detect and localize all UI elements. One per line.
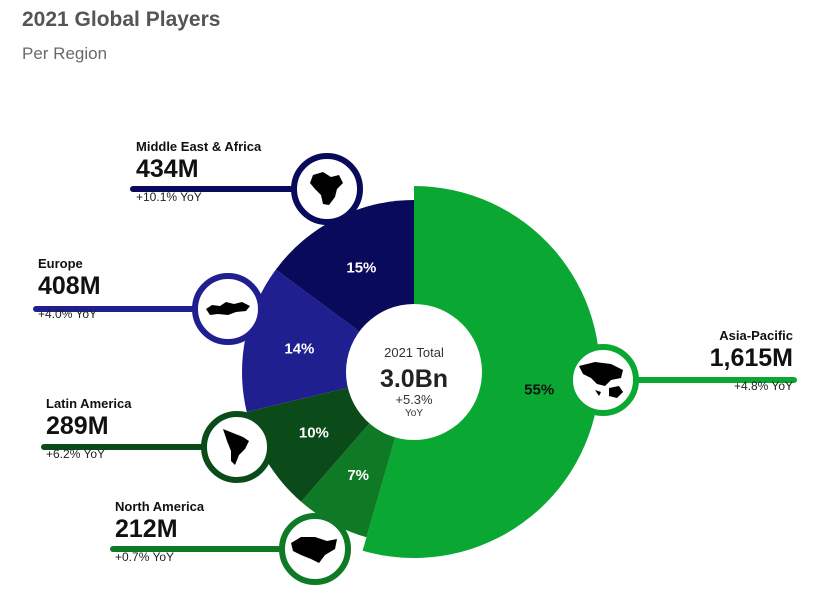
slice-label-middle-east-africa: 15% — [346, 260, 376, 277]
region-name: North America — [115, 499, 205, 514]
europe-map-icon — [192, 273, 264, 345]
region-name: Latin America — [46, 396, 132, 411]
region-label-middle-east-africa: Middle East & Africa 434M +10.1% YoY — [136, 139, 261, 204]
slice-label-asia-pacific: 55% — [524, 382, 554, 399]
region-label-asia-pacific: Asia-Pacific 1,615M +4.8% YoY — [710, 328, 793, 393]
region-yoy: +10.1% YoY — [136, 190, 202, 204]
center-growth-unit: YoY — [405, 408, 423, 419]
region-players: 1,615M — [709, 344, 793, 372]
region-yoy: +0.7% YoY — [115, 550, 175, 564]
slice-label-north-america: 7% — [347, 467, 369, 484]
north-america-map-icon — [279, 513, 351, 585]
slice-label-europe: 14% — [284, 341, 314, 358]
middle-east-africa-map-icon — [291, 153, 363, 225]
region-label-latin-america: Latin America 289M +6.2% YoY — [46, 396, 132, 461]
region-name: Europe — [38, 256, 83, 271]
chart-subtitle: Per Region — [22, 44, 108, 63]
donut-center-hole — [346, 304, 482, 440]
region-players: 212M — [115, 515, 178, 543]
region-label-north-america: North America 212M +0.7% YoY — [115, 499, 204, 564]
asia-pacific-map-icon — [567, 344, 639, 416]
region-players: 289M — [46, 412, 109, 440]
region-label-europe: Europe 408M +4.0% YoY — [38, 256, 101, 321]
region-players: 408M — [38, 272, 101, 300]
region-name: Middle East & Africa — [136, 139, 262, 154]
center-label: 2021 Total — [384, 345, 444, 360]
region-name: Asia-Pacific — [719, 328, 793, 343]
center-total-value: 3.0Bn — [380, 365, 448, 393]
center-growth: +5.3% — [395, 392, 433, 407]
chart-title: 2021 Global Players — [22, 8, 221, 31]
region-yoy: +4.8% YoY — [733, 379, 793, 393]
region-yoy: +6.2% YoY — [46, 447, 106, 461]
region-yoy: +4.0% YoY — [38, 307, 98, 321]
slice-label-latin-america: 10% — [299, 425, 329, 442]
region-players: 434M — [136, 155, 199, 183]
latin-america-map-icon — [201, 411, 273, 483]
